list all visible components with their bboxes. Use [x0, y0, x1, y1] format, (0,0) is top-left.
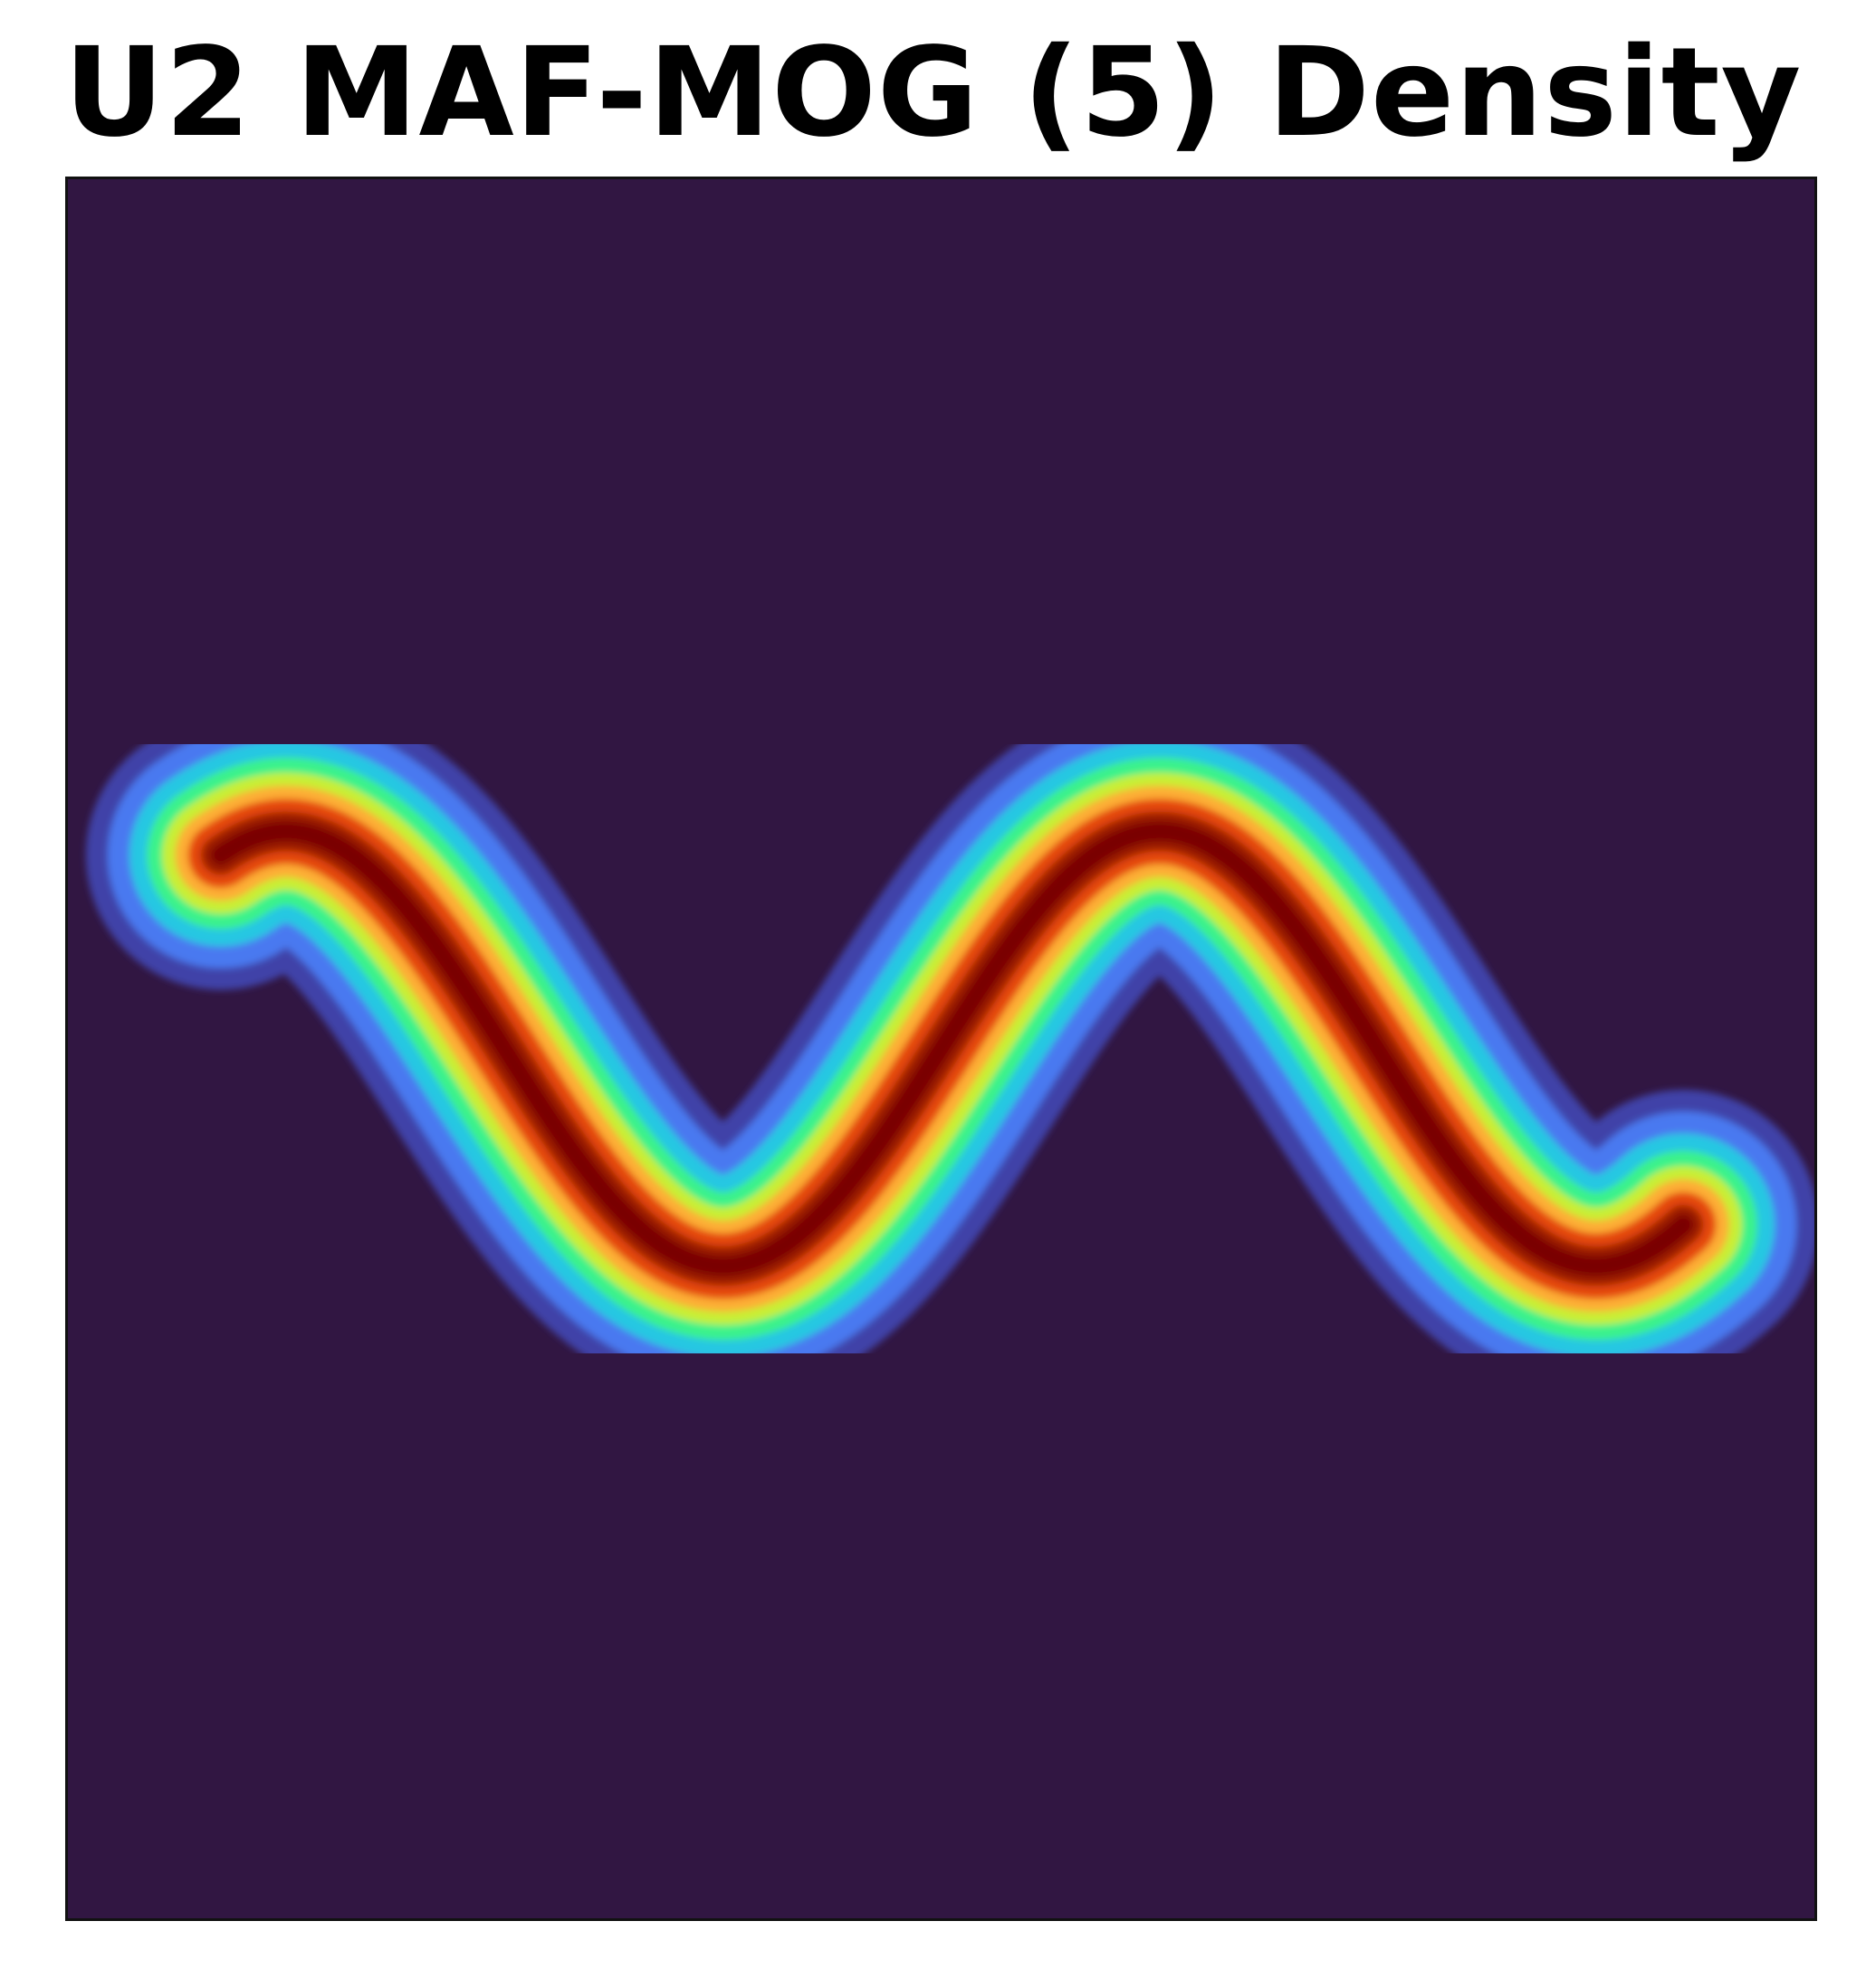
density-band: [85, 696, 1814, 1401]
density-heatmap: [68, 179, 1814, 1918]
density-level-9: [210, 821, 1694, 1276]
plot-area: [65, 177, 1817, 1921]
chart-title: U2 MAF-MOG (5) Density: [63, 22, 1803, 165]
